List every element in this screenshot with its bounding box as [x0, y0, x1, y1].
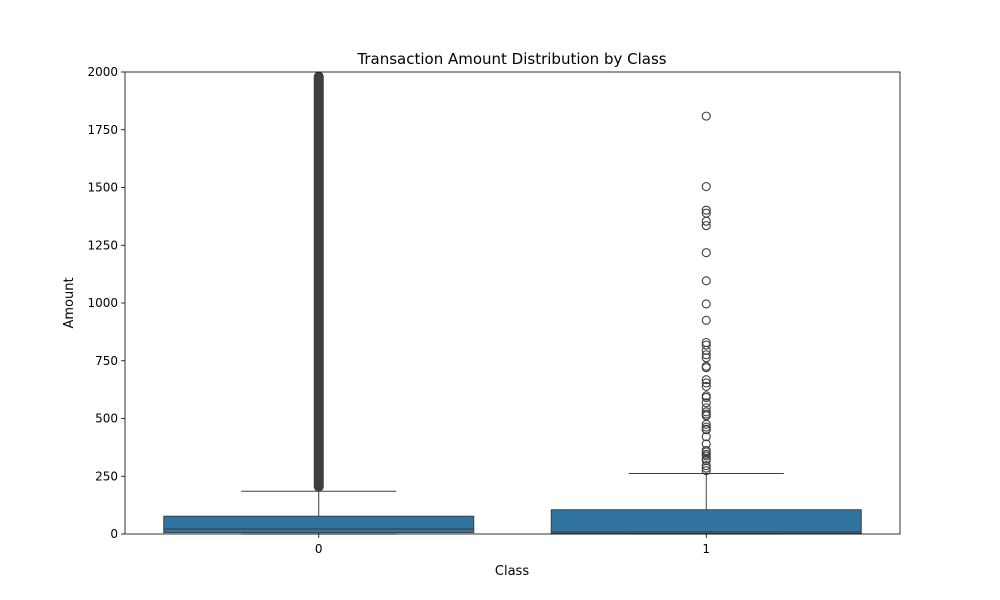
box-group-class-0	[163, 71, 475, 535]
outlier-point	[701, 419, 711, 429]
iqr-box	[550, 509, 862, 535]
plot-area	[163, 71, 862, 535]
y-tick-label: 0	[110, 527, 118, 541]
x-tick-label: 0	[315, 542, 323, 556]
outlier-point	[701, 221, 711, 231]
iqr-box	[163, 515, 475, 534]
outlier-point	[701, 205, 711, 215]
outlier-point	[701, 466, 711, 476]
outlier-point	[701, 392, 711, 403]
outlier-point	[701, 375, 711, 385]
y-axis-label: Amount	[62, 277, 77, 328]
x-axis-label: Class	[495, 564, 529, 579]
outlier-point	[701, 111, 711, 121]
outlier-point	[701, 425, 711, 435]
box-group-class-1	[550, 111, 862, 535]
outlier-point	[701, 248, 711, 258]
outlier-point	[701, 461, 711, 471]
y-tick-label: 1500	[87, 181, 118, 195]
outlier-point	[701, 381, 711, 391]
y-tick-label: 1250	[87, 238, 118, 252]
x-tick-label: 1	[702, 542, 710, 556]
outlier-point	[701, 216, 711, 226]
y-tick-label: 750	[95, 354, 118, 368]
outlier-point	[701, 451, 711, 461]
chart-title: Transaction Amount Distribution by Class	[356, 50, 666, 68]
y-axis: 0 250 500 750 1000 1250 1500 1750 2000	[87, 65, 125, 541]
y-tick-label: 500	[95, 412, 118, 426]
plot-frame	[124, 71, 901, 535]
outlier-point	[701, 363, 711, 373]
outlier-point	[701, 378, 711, 388]
outlier-point	[701, 276, 711, 286]
outlier-point	[701, 340, 711, 350]
y-tick-label: 1000	[87, 296, 118, 310]
y-tick-label: 2000	[87, 65, 118, 79]
outlier-point	[701, 407, 711, 417]
y-tick-label: 1750	[87, 123, 118, 137]
outlier-point	[701, 432, 711, 442]
dense-outlier-band	[313, 71, 324, 492]
outlier-point	[701, 398, 711, 408]
outlier-point	[701, 350, 711, 360]
outlier-point	[701, 299, 711, 309]
outlier-point	[701, 345, 711, 355]
outlier-point	[701, 182, 711, 192]
outlier-point	[701, 315, 711, 325]
y-tick-label: 250	[95, 469, 118, 483]
outlier-point	[701, 463, 711, 473]
